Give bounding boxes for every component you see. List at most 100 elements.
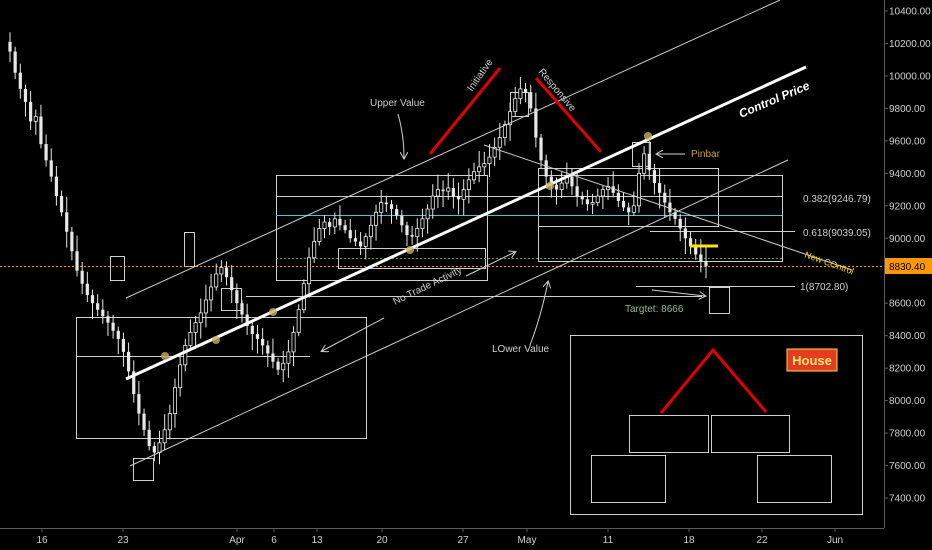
no-trade-arrow-left	[322, 317, 385, 351]
candle-body	[322, 221, 327, 229]
candle-body	[49, 160, 53, 177]
candle-body	[271, 353, 275, 362]
candle-body	[663, 192, 667, 203]
y-tick-label: 9200.00	[889, 201, 926, 212]
candle-body	[420, 218, 425, 229]
candle-body	[266, 345, 270, 354]
candle-body	[85, 283, 89, 296]
x-tick-label: 23	[117, 535, 129, 546]
touch-dot	[212, 336, 220, 344]
candle-body	[307, 257, 312, 285]
candle-body	[193, 322, 198, 333]
candle-body	[595, 195, 600, 203]
candle-body	[291, 332, 296, 353]
touch-dot	[644, 132, 652, 140]
candle-body	[534, 108, 538, 138]
candle-body	[152, 446, 156, 453]
y-tick-label: 9400.00	[889, 169, 926, 180]
candle-body	[600, 189, 605, 197]
candle-body	[111, 322, 115, 331]
candle-body	[178, 364, 183, 389]
candle-body	[410, 235, 414, 237]
candle-body	[694, 246, 698, 255]
candle-body	[343, 225, 347, 231]
lower-value-arrow	[529, 282, 548, 346]
candle-body	[317, 228, 322, 242]
red-annotations	[428, 67, 603, 155]
candle-body	[70, 231, 74, 252]
current-price-value: 8830.40	[889, 262, 926, 273]
candle-body	[415, 228, 420, 238]
candle-body	[101, 309, 105, 317]
house-badge-label: House	[792, 353, 832, 368]
reference-lines	[0, 196, 884, 357]
candle-body	[214, 273, 219, 288]
candle-body	[451, 187, 455, 197]
touch-dot	[269, 308, 277, 316]
x-tick-label: Jun	[827, 535, 843, 546]
candle-body	[575, 186, 579, 197]
candle-body	[96, 303, 100, 310]
y-tick-label: 8400.00	[889, 331, 926, 342]
x-tick-label: 20	[376, 535, 388, 546]
candle-body	[456, 196, 461, 200]
y-tick-label: 8200.00	[889, 364, 926, 375]
pinbar-label: Pinbar	[691, 149, 721, 160]
candle-body	[471, 171, 476, 181]
candle-body	[224, 267, 229, 278]
candle-body	[389, 204, 394, 210]
candle-body	[209, 286, 214, 301]
candle-body	[616, 192, 620, 201]
candle-body	[374, 211, 379, 226]
candle-body	[363, 236, 368, 247]
candle-body	[518, 88, 523, 100]
candle-body	[332, 218, 337, 228]
candle-body	[529, 92, 533, 109]
candle-body	[647, 153, 651, 171]
candle-body	[8, 41, 12, 52]
small-box-4	[133, 458, 154, 481]
candle-body	[652, 170, 657, 184]
candle-body	[425, 208, 430, 220]
y-tick-label: 10400.00	[889, 7, 931, 18]
candle-body	[678, 218, 682, 229]
candle-body	[482, 163, 487, 168]
candle-body	[106, 316, 110, 323]
candle-body	[590, 202, 595, 205]
candle-body	[704, 260, 708, 266]
upper-channel-line	[125, 0, 781, 299]
candle-body	[384, 202, 388, 205]
x-tick-label: 18	[683, 535, 695, 546]
x-tick-label: 6	[271, 535, 277, 546]
candle-body	[142, 413, 146, 430]
candle-body	[627, 207, 631, 213]
control-price-line	[125, 65, 807, 381]
candle-body	[466, 179, 471, 190]
candle-body	[219, 267, 224, 275]
responsive-line	[534, 77, 603, 153]
x-tick-label: 13	[311, 535, 323, 546]
candle-body	[235, 290, 239, 304]
candle-body	[636, 172, 641, 207]
candle-body	[435, 189, 440, 197]
candles	[8, 32, 708, 465]
candle-body	[116, 330, 120, 339]
house-box-lower-right	[757, 455, 832, 503]
candle-body	[497, 137, 502, 148]
touch-dot	[161, 352, 169, 360]
candle-body	[338, 218, 342, 226]
range-box-mid	[276, 175, 488, 281]
house-box-lower-left	[591, 455, 666, 503]
x-tick-label: 16	[36, 535, 48, 546]
candle-body	[44, 144, 48, 161]
candle-body	[328, 222, 332, 227]
candle-body	[554, 184, 559, 190]
house-box-upper-left	[629, 415, 709, 453]
candle-body	[276, 361, 280, 370]
upper-value-label: Upper Value	[370, 98, 425, 109]
candle-body	[29, 101, 33, 122]
candle-body	[121, 338, 126, 352]
candle-body	[75, 251, 79, 271]
candle-body	[18, 72, 22, 89]
